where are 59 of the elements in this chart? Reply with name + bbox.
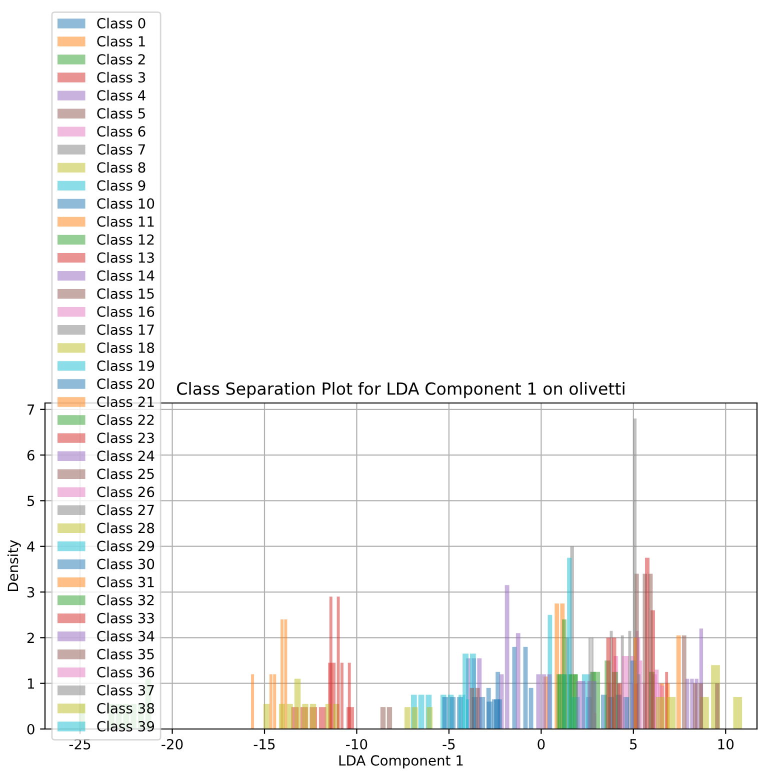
chart-title: Class Separation Plot for LDA Component 1 on olivetti bbox=[177, 382, 624, 398]
x-tick-label: 10 bbox=[718, 738, 734, 750]
legend-label: Class 24 bbox=[97, 450, 154, 462]
y-tick-label: 1 bbox=[28, 678, 34, 689]
legend-label: Class 0 bbox=[97, 18, 146, 29]
legend-label: Class 30 bbox=[97, 558, 154, 570]
legend-label: Class 7 bbox=[97, 144, 145, 155]
legend-label: Class 28 bbox=[97, 522, 154, 534]
legend-label: Class 25 bbox=[97, 468, 154, 480]
x-tick-label: -25 bbox=[69, 738, 90, 750]
legend-label: Class 31 bbox=[97, 576, 154, 588]
legend-label: Class 29 bbox=[97, 540, 154, 552]
legend-label: Class 33 bbox=[97, 612, 154, 624]
legend-label: Class 20 bbox=[97, 378, 154, 390]
y-tick-label: 7 bbox=[28, 404, 34, 415]
y-axis-title: Density bbox=[7, 540, 21, 592]
x-axis-title: LDA Component 1 bbox=[339, 755, 463, 768]
legend-label: Class 14 bbox=[97, 270, 154, 281]
legend-label: Class 18 bbox=[97, 342, 154, 353]
legend-label: Class 37 bbox=[97, 684, 154, 696]
y-tick-label: 5 bbox=[28, 496, 34, 506]
x-tick-label: -20 bbox=[162, 738, 183, 750]
legend-label: Class 17 bbox=[97, 324, 154, 335]
legend-label: Class 3 bbox=[97, 72, 146, 83]
legend-label: Class 26 bbox=[97, 486, 154, 498]
legend-label: Class 15 bbox=[97, 288, 154, 299]
legend-label: Class 19 bbox=[97, 360, 154, 372]
legend-label: Class 16 bbox=[97, 306, 154, 317]
y-tick-label: 3 bbox=[28, 586, 34, 598]
legend-label: Class 6 bbox=[97, 126, 146, 137]
legend-label: Class 4 bbox=[97, 90, 146, 101]
x-tick-label: -5 bbox=[442, 739, 455, 750]
legend-label: Class 13 bbox=[97, 252, 154, 263]
y-tick-label: 2 bbox=[27, 632, 34, 643]
legend-label: Class 36 bbox=[97, 666, 154, 678]
legend-label: Class 9 bbox=[97, 180, 146, 191]
legend-label: Class 22 bbox=[97, 414, 154, 426]
y-tick-label: 0 bbox=[27, 724, 34, 734]
x-tick-label: 0 bbox=[538, 738, 545, 750]
legend-label: Class 10 bbox=[97, 198, 154, 209]
legend-label: Class 1 bbox=[97, 36, 145, 47]
x-tick-label: 5 bbox=[630, 739, 637, 750]
legend-label: Class 32 bbox=[97, 594, 154, 606]
legend-label: Class 39 bbox=[97, 720, 154, 732]
legend-label: Class 35 bbox=[97, 648, 154, 660]
legend-label: Class 27 bbox=[97, 504, 154, 516]
legend-label: Class 38 bbox=[97, 702, 154, 714]
y-tick-label: 6 bbox=[27, 450, 34, 461]
legend-label: Class 21 bbox=[97, 396, 154, 408]
x-tick-label: -10 bbox=[346, 738, 368, 750]
legend-label: Class 12 bbox=[97, 234, 154, 245]
legend-label: Class 8 bbox=[97, 162, 146, 173]
legend-label: Class 11 bbox=[97, 216, 154, 227]
legend-label: Class 2 bbox=[97, 54, 145, 65]
legend-label: Class 34 bbox=[97, 630, 154, 642]
x-tick-label: -15 bbox=[254, 739, 275, 750]
legend-label: Class 5 bbox=[97, 108, 145, 119]
y-tick-label: 4 bbox=[27, 542, 34, 552]
legend-label: Class 23 bbox=[97, 432, 154, 444]
